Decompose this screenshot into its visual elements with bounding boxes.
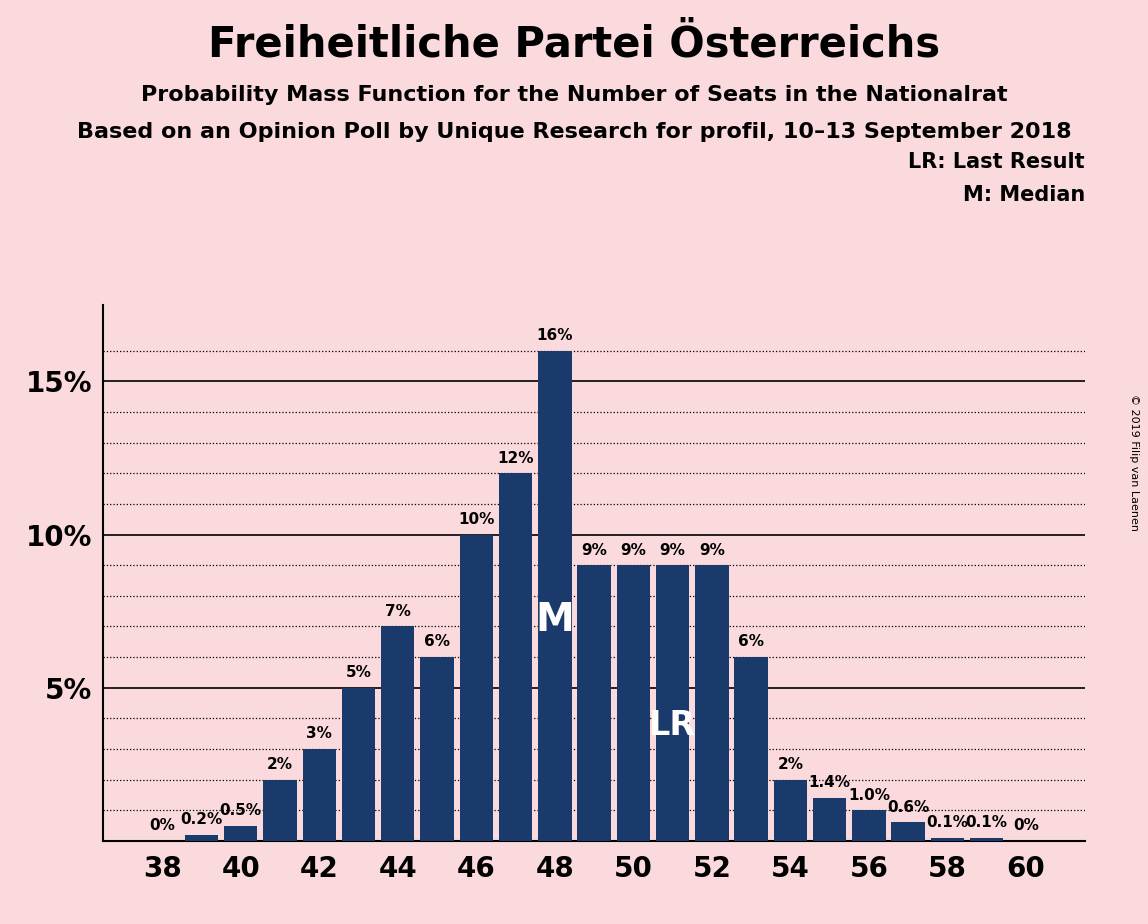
Text: 1.4%: 1.4% [808,775,851,790]
Text: 9%: 9% [699,542,724,557]
Text: LR: Last Result: LR: Last Result [908,152,1085,173]
Text: 16%: 16% [536,328,573,343]
Bar [577,565,611,841]
Bar [970,838,1003,841]
Bar [420,657,453,841]
Text: 2%: 2% [267,757,293,772]
Bar [696,565,729,841]
Text: LR: LR [649,709,696,742]
Text: 1.0%: 1.0% [848,787,890,803]
Text: 10%: 10% [458,512,495,527]
Text: 9%: 9% [620,542,646,557]
Bar [342,687,375,841]
Bar [303,749,336,841]
Text: 0.6%: 0.6% [887,800,930,815]
Text: 7%: 7% [385,603,411,619]
Text: 5%: 5% [346,665,372,680]
Bar [931,838,964,841]
Text: 9%: 9% [581,542,607,557]
Bar [381,626,414,841]
Text: M: M [535,602,574,639]
Bar [892,822,925,841]
Bar [224,825,257,841]
Bar [499,473,533,841]
Text: Freiheitliche Partei Österreichs: Freiheitliche Partei Österreichs [208,23,940,65]
Text: Probability Mass Function for the Number of Seats in the Nationalrat: Probability Mass Function for the Number… [141,85,1007,105]
Text: 0.5%: 0.5% [219,803,262,818]
Bar [656,565,689,841]
Text: 0%: 0% [1013,818,1039,833]
Text: Based on an Opinion Poll by Unique Research for profil, 10–13 September 2018: Based on an Opinion Poll by Unique Resea… [77,122,1071,142]
Text: 6%: 6% [424,635,450,650]
Text: 0.1%: 0.1% [965,815,1008,830]
Text: 0.2%: 0.2% [180,812,223,827]
Bar [735,657,768,841]
Text: 6%: 6% [738,635,765,650]
Bar [813,798,846,841]
Bar [459,535,492,841]
Bar [263,780,296,841]
Bar [774,780,807,841]
Text: 12%: 12% [497,451,534,466]
Bar [852,810,885,841]
Text: 3%: 3% [307,726,332,741]
Bar [616,565,650,841]
Text: 9%: 9% [660,542,685,557]
Text: 0%: 0% [149,818,176,833]
Text: © 2019 Filip van Laenen: © 2019 Filip van Laenen [1130,394,1139,530]
Text: M: Median: M: Median [963,185,1085,205]
Bar [185,834,218,841]
Bar [538,351,572,841]
Text: 0.1%: 0.1% [926,815,969,830]
Text: 2%: 2% [777,757,804,772]
